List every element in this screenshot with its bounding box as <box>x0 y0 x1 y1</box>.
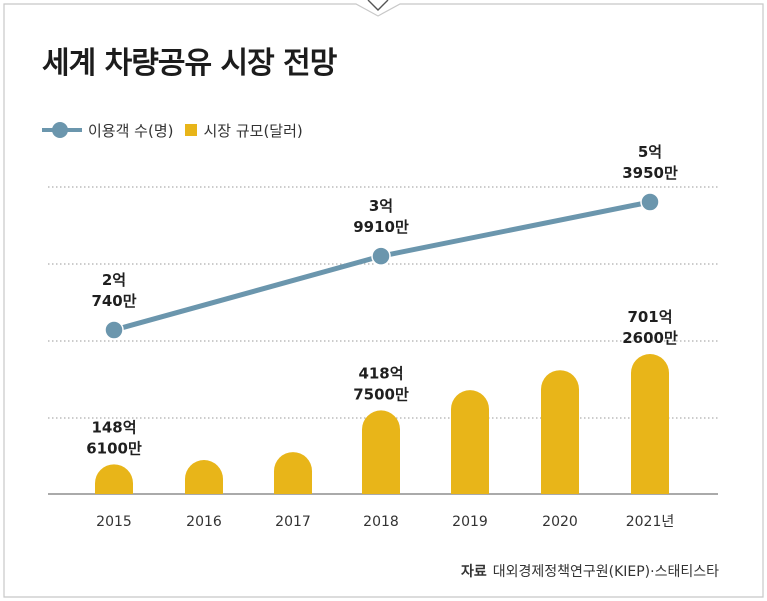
bar-2017 <box>274 452 312 494</box>
bar-label-2015-2: 6100만 <box>86 439 142 457</box>
line-label-2018-1: 3억 <box>369 197 393 215</box>
bar-2019 <box>451 390 489 494</box>
line-label-2021년-2: 3950만 <box>622 164 678 182</box>
legend-item-bar: 시장 규모(달러) <box>185 120 303 141</box>
legend-line-swatch <box>42 120 82 140</box>
legend-bar-swatch <box>185 124 198 136</box>
source-note: 자료 대외경제정책연구원(KIEP)·스태티스타 <box>461 561 719 581</box>
bar-label-2018-1: 418억 <box>358 364 403 382</box>
source-text: 대외경제정책연구원(KIEP)·스태티스타 <box>492 564 719 580</box>
x-tick-2018: 2018 <box>363 514 399 530</box>
bar-2018 <box>362 410 400 494</box>
bar-label-2015-1: 148억 <box>91 418 136 436</box>
bar-label-2021년-1: 701억 <box>627 308 672 326</box>
line-label-2015-2: 740만 <box>91 292 136 310</box>
bar-label-2021년-2: 2600만 <box>622 329 678 347</box>
line-label-2021년-1: 5억 <box>638 143 662 161</box>
chevron-down-icon <box>367 0 389 11</box>
bar-2016 <box>185 460 223 494</box>
line-label-2015-1: 2억 <box>102 271 126 289</box>
legend-item-line: 이용객 수(명) <box>42 120 173 141</box>
x-tick-2019: 2019 <box>452 514 488 530</box>
x-tick-2017: 2017 <box>275 514 311 530</box>
bar-2021년 <box>631 354 669 494</box>
x-tick-2021년: 2021년 <box>626 514 675 530</box>
bar-2020 <box>541 370 579 494</box>
legend: 이용객 수(명) 시장 규모(달러) <box>42 120 315 140</box>
line-point-2018 <box>371 246 391 266</box>
line-point-2021년 <box>640 192 660 212</box>
legend-bar-label: 시장 규모(달러) <box>203 121 303 140</box>
source-label: 자료 <box>460 564 487 580</box>
chart-title: 세계 차량공유 시장 전망 <box>42 46 337 81</box>
legend-line-label: 이용객 수(명) <box>88 121 174 140</box>
x-tick-2015: 2015 <box>96 514 132 530</box>
line-label-2018-2: 9910만 <box>353 218 409 236</box>
frame-border <box>3 3 764 598</box>
line-point-2015 <box>104 320 124 340</box>
x-tick-2020: 2020 <box>542 514 578 530</box>
bar-2015 <box>95 464 133 494</box>
bar-label-2018-2: 7500만 <box>353 385 409 403</box>
x-tick-2016: 2016 <box>186 514 222 530</box>
